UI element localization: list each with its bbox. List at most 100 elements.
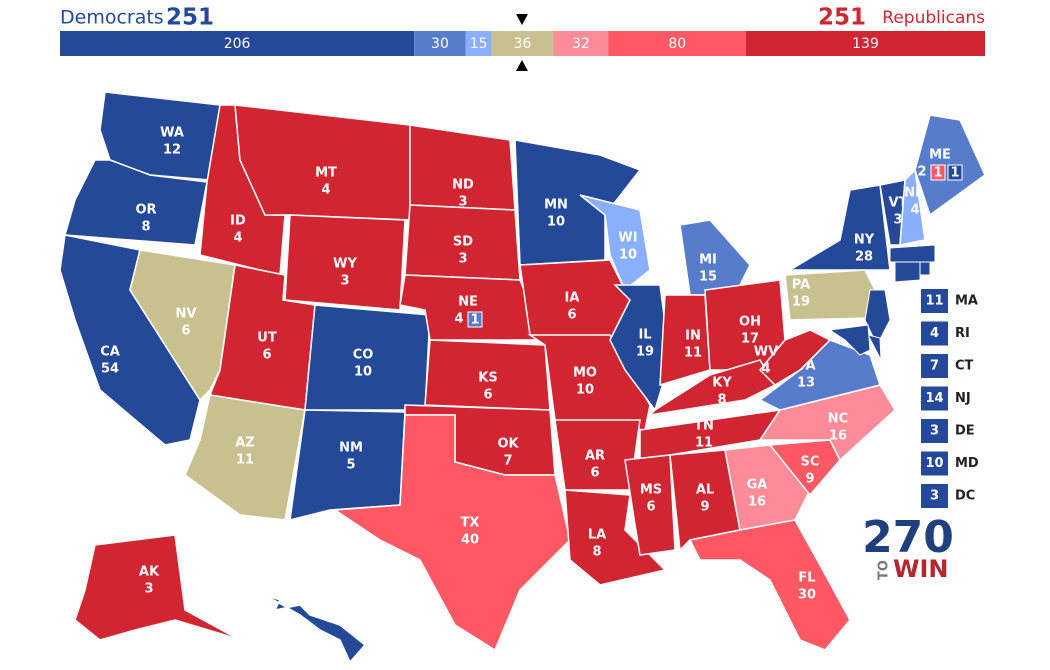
state-abbr: HI xyxy=(314,639,330,654)
state-abbr: MS xyxy=(640,483,662,498)
state-shape xyxy=(894,261,921,283)
state-ev: 4 xyxy=(761,362,770,377)
small-state-abbr: RI xyxy=(955,326,970,341)
state-abbr: WI xyxy=(618,231,637,246)
logo-win: WIN xyxy=(893,555,949,583)
state-abbr: ME xyxy=(929,148,951,163)
small-state-ev: 4 xyxy=(930,326,939,341)
state-abbr: OH xyxy=(739,315,761,330)
state-abbr: LA xyxy=(588,528,606,543)
small-state-box xyxy=(921,289,948,313)
state-shape xyxy=(899,168,926,246)
state-shape xyxy=(284,214,406,311)
state-abbr: CO xyxy=(353,348,374,363)
bar-segment xyxy=(746,31,985,56)
small-state-box xyxy=(921,386,948,411)
logo: 270 TO WIN xyxy=(862,512,954,583)
state-ev: 30 xyxy=(798,588,816,603)
bar-segment-label: 30 xyxy=(431,36,449,52)
state-abbr: FL xyxy=(798,571,815,586)
state-abbr: WA xyxy=(160,126,184,141)
small-state-abbr: MA xyxy=(955,294,978,309)
state-abbr: KY xyxy=(712,376,732,391)
state-ev: 4 xyxy=(321,183,330,198)
state-ev: 16 xyxy=(748,495,766,510)
state-abbr: ID xyxy=(230,214,246,229)
bar-segment-label: 139 xyxy=(852,36,879,52)
bar-segment-label: 80 xyxy=(668,36,686,52)
state-ev: 3 xyxy=(458,195,467,210)
state-ev: 6 xyxy=(590,466,599,481)
state-ev: 6 xyxy=(483,388,492,403)
small-state-box xyxy=(921,451,948,476)
bar-segment xyxy=(465,31,492,56)
bar-segment xyxy=(60,31,415,56)
state-shape xyxy=(688,519,851,651)
state-abbr: AR xyxy=(585,449,605,464)
bar-segment-label: 206 xyxy=(224,36,251,52)
small-state-abbr: NJ xyxy=(955,391,971,406)
state-ev: 6 xyxy=(646,500,655,515)
state-shape xyxy=(828,324,871,356)
state-ev: 17 xyxy=(741,332,759,347)
small-state-box xyxy=(921,484,948,508)
state-abbr: IN xyxy=(685,329,701,344)
state-abbr: AL xyxy=(696,483,714,498)
logo-to: TO xyxy=(877,560,892,580)
bar-segment xyxy=(553,31,609,56)
state-abbr: NE xyxy=(458,295,478,310)
district-box xyxy=(947,164,963,181)
small-state-ev: 11 xyxy=(925,294,943,309)
state-shape xyxy=(332,414,571,652)
state-ev: 6 xyxy=(567,308,576,323)
state-abbr: AZ xyxy=(235,436,255,451)
state-ev: 4 xyxy=(233,231,242,246)
midpoint-arrow-top xyxy=(516,14,528,25)
state-ev: 11 xyxy=(236,453,254,468)
state-shape xyxy=(867,334,882,361)
state-abbr: OR xyxy=(135,203,156,218)
district-ev: 1 xyxy=(950,166,959,181)
state-abbr: NY xyxy=(854,233,875,248)
state-abbr: MT xyxy=(315,166,337,181)
state-ev: 9 xyxy=(805,472,814,487)
small-state-box xyxy=(921,419,948,443)
state-ev: 9 xyxy=(700,500,709,515)
state-ev: 4 xyxy=(910,203,919,218)
midpoint-arrow-bottom xyxy=(516,60,528,71)
district-box xyxy=(930,164,946,181)
state-abbr: KS xyxy=(478,371,497,386)
state-shape xyxy=(64,159,208,246)
state-shape xyxy=(919,261,931,276)
state-abbr: MI xyxy=(699,253,717,268)
small-state-abbr: CT xyxy=(955,359,974,374)
small-state-abbr: MD xyxy=(955,456,979,471)
state-abbr: NC xyxy=(828,412,848,427)
state-abbr: ND xyxy=(452,178,474,193)
small-state-ev: 3 xyxy=(930,489,939,504)
state-ev: 19 xyxy=(792,295,810,310)
state-ev: 3 xyxy=(893,213,902,228)
small-state-ev: 3 xyxy=(930,424,939,439)
state-ev: 11 xyxy=(684,346,702,361)
state-ev: 8 xyxy=(592,545,601,560)
state-ev: 54 xyxy=(101,362,119,377)
state-ev: 6 xyxy=(181,324,190,339)
state-abbr: IL xyxy=(638,328,651,343)
state-ev: 10 xyxy=(619,248,637,263)
state-shape xyxy=(758,329,832,386)
state-abbr: SC xyxy=(801,455,820,470)
state-shape xyxy=(234,104,411,221)
state-ev: 3 xyxy=(340,274,349,289)
state-ev: 16 xyxy=(829,429,847,444)
state-ev: 7 xyxy=(503,454,512,469)
rep-label: Republicans xyxy=(882,8,985,28)
logo-number: 270 xyxy=(862,512,954,563)
state-shape xyxy=(264,594,367,664)
bar-segment xyxy=(608,31,747,56)
state-ev: 10 xyxy=(354,365,372,380)
state-ev: 6 xyxy=(262,348,271,363)
state-abbr: NM xyxy=(339,441,363,456)
state-ev: 3 xyxy=(144,582,153,597)
state-abbr: MO xyxy=(573,366,597,381)
